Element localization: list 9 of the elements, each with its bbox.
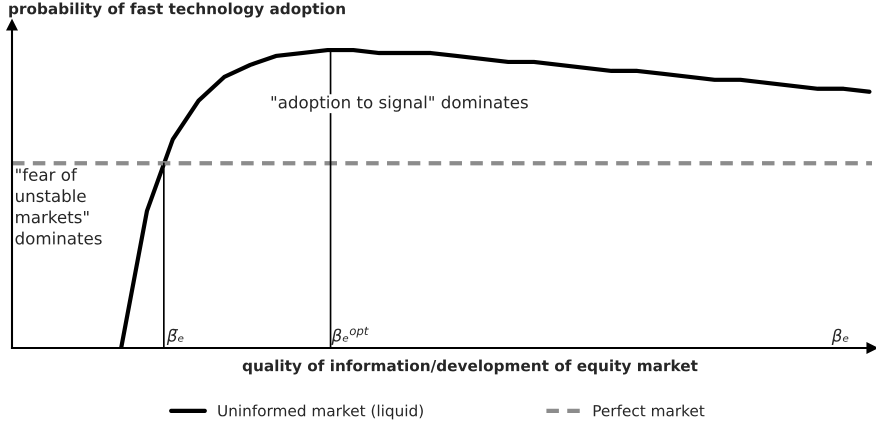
text: "fear of unstable markets" dominates [16, 168, 102, 245]
annotation: "adoption to signal" dominates [272, 96, 528, 112]
x-axis-title: quality of information/development of equity market [242, 360, 698, 374]
annotation: βₑ [832, 328, 848, 346]
legend-label: Uninformed market (liquid) [218, 404, 423, 420]
annotation: β̄ₑ [166, 328, 184, 346]
y-axis-title: probability of fast technology adoption [9, 2, 345, 18]
legend-label: Perfect market [594, 404, 704, 416]
annotation: βₑ$^{opt}$ [332, 326, 369, 345]
